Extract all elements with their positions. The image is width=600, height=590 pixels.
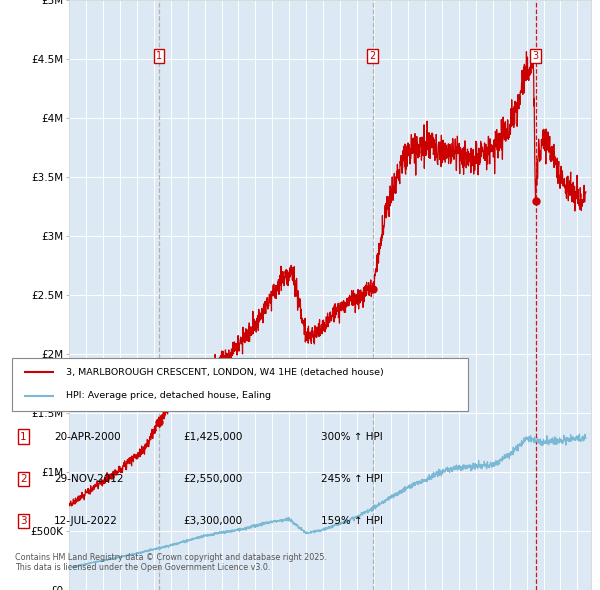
- Text: 2: 2: [20, 474, 27, 484]
- Text: £3,300,000: £3,300,000: [183, 516, 242, 526]
- Text: 1: 1: [156, 51, 162, 61]
- Text: 3: 3: [533, 51, 539, 61]
- Text: 2: 2: [370, 51, 376, 61]
- Text: £2,550,000: £2,550,000: [183, 474, 242, 484]
- Text: Price paid vs. HM Land Registry's House Price Index (HPI): Price paid vs. HM Land Registry's House …: [140, 33, 460, 43]
- FancyBboxPatch shape: [12, 358, 468, 411]
- Text: HPI: Average price, detached house, Ealing: HPI: Average price, detached house, Eali…: [66, 391, 271, 401]
- Text: 300% ↑ HPI: 300% ↑ HPI: [321, 431, 383, 441]
- Text: 12-JUL-2022: 12-JUL-2022: [54, 516, 118, 526]
- Text: 245% ↑ HPI: 245% ↑ HPI: [321, 474, 383, 484]
- Text: 3, MARLBOROUGH CRESCENT, LONDON, W4 1HE (detached house): 3, MARLBOROUGH CRESCENT, LONDON, W4 1HE …: [66, 368, 384, 377]
- Text: 3, MARLBOROUGH CRESCENT, LONDON, W4 1HE: 3, MARLBOROUGH CRESCENT, LONDON, W4 1HE: [112, 12, 488, 26]
- Text: 3: 3: [20, 516, 27, 526]
- Text: 20-APR-2000: 20-APR-2000: [54, 431, 121, 441]
- Text: 29-NOV-2012: 29-NOV-2012: [54, 474, 124, 484]
- Text: £1,425,000: £1,425,000: [183, 431, 242, 441]
- Text: 159% ↑ HPI: 159% ↑ HPI: [321, 516, 383, 526]
- Text: Contains HM Land Registry data © Crown copyright and database right 2025.
This d: Contains HM Land Registry data © Crown c…: [15, 553, 327, 572]
- Text: 1: 1: [20, 431, 27, 441]
